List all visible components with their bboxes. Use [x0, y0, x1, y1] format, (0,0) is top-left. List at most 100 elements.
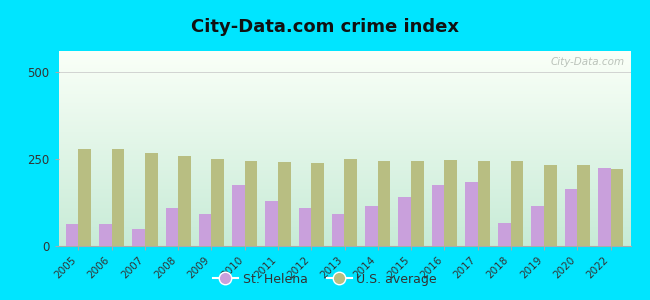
Bar: [58, 60, 630, 61]
Bar: [58, 93, 630, 94]
Bar: [58, 85, 630, 86]
Bar: [58, 219, 630, 220]
Bar: [58, 229, 630, 230]
Bar: [58, 100, 630, 101]
Bar: [58, 235, 630, 236]
Bar: [58, 161, 630, 162]
Bar: [58, 55, 630, 56]
Bar: [58, 159, 630, 160]
Bar: [58, 120, 630, 121]
Bar: [58, 78, 630, 79]
Bar: [58, 164, 630, 165]
Bar: [58, 221, 630, 222]
Bar: [58, 110, 630, 111]
Bar: [58, 236, 630, 237]
Bar: [565, 188, 577, 246]
Bar: [58, 127, 630, 128]
Bar: [58, 198, 630, 199]
Bar: [58, 178, 630, 179]
Bar: [58, 165, 630, 166]
Bar: [58, 152, 630, 153]
Bar: [58, 97, 630, 98]
Bar: [311, 163, 324, 246]
Bar: [58, 211, 630, 212]
Bar: [58, 133, 630, 134]
Bar: [58, 140, 630, 141]
Bar: [58, 84, 630, 85]
Bar: [58, 62, 630, 63]
Bar: [58, 96, 630, 97]
Bar: [58, 223, 630, 224]
Bar: [58, 129, 630, 130]
Bar: [58, 91, 630, 92]
Bar: [298, 208, 311, 246]
Bar: [58, 224, 630, 226]
Bar: [58, 197, 630, 198]
Bar: [58, 153, 630, 154]
Bar: [58, 52, 630, 53]
Bar: [58, 145, 630, 146]
Bar: [58, 101, 630, 102]
Bar: [58, 200, 630, 201]
Bar: [532, 206, 544, 246]
Bar: [58, 201, 630, 202]
Bar: [58, 172, 630, 173]
Bar: [58, 56, 630, 57]
Bar: [58, 207, 630, 208]
Bar: [58, 188, 630, 190]
Bar: [58, 99, 630, 100]
Bar: [58, 208, 630, 209]
Bar: [378, 161, 391, 246]
Bar: [58, 185, 630, 187]
Bar: [58, 53, 630, 54]
Bar: [58, 154, 630, 155]
Bar: [58, 237, 630, 238]
Bar: [58, 131, 630, 132]
Bar: [133, 229, 145, 246]
Bar: [166, 208, 178, 246]
Bar: [58, 174, 630, 175]
Bar: [58, 66, 630, 67]
Bar: [58, 81, 630, 82]
Bar: [58, 214, 630, 215]
Bar: [58, 203, 630, 204]
Bar: [58, 227, 630, 229]
Bar: [58, 238, 630, 239]
Bar: [178, 156, 191, 246]
Bar: [58, 72, 630, 74]
Text: City-Data.com: City-Data.com: [551, 57, 625, 67]
Bar: [58, 195, 630, 196]
Bar: [99, 224, 112, 246]
Bar: [58, 148, 630, 149]
Bar: [58, 51, 630, 52]
Bar: [58, 212, 630, 213]
Bar: [58, 122, 630, 123]
Bar: [66, 224, 79, 246]
Bar: [58, 243, 630, 244]
Bar: [58, 183, 630, 184]
Bar: [58, 179, 630, 180]
Bar: [58, 88, 630, 89]
Bar: [58, 180, 630, 181]
Bar: [58, 134, 630, 135]
Bar: [58, 112, 630, 113]
Bar: [58, 137, 630, 138]
Bar: [398, 197, 411, 246]
Bar: [58, 77, 630, 78]
Bar: [58, 117, 630, 118]
Bar: [58, 162, 630, 163]
Bar: [112, 148, 124, 246]
Bar: [58, 241, 630, 242]
Bar: [58, 141, 630, 142]
Bar: [58, 70, 630, 71]
Bar: [58, 54, 630, 55]
Bar: [58, 89, 630, 90]
Bar: [58, 59, 630, 60]
Bar: [58, 76, 630, 77]
Bar: [58, 187, 630, 188]
Bar: [58, 80, 630, 81]
Bar: [58, 168, 630, 169]
Bar: [465, 182, 478, 246]
Bar: [58, 82, 630, 83]
Bar: [58, 240, 630, 241]
